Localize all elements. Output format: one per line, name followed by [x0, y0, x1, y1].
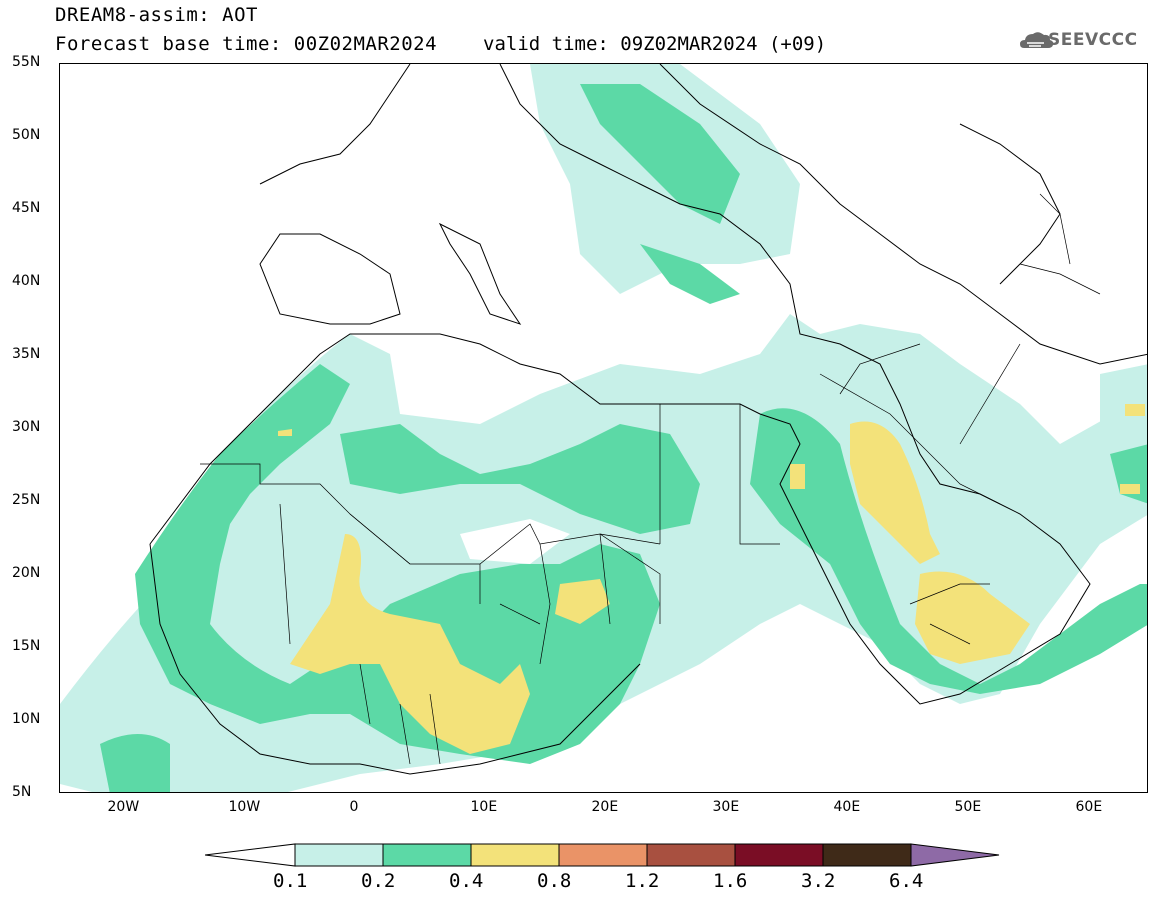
aot-map: [59, 63, 1148, 793]
lon-tick-label: 60E: [1075, 799, 1103, 815]
colorbar-level-label: 0.4: [449, 870, 484, 892]
colorbar-swatch: [470, 843, 560, 867]
lat-tick-label: 40N: [12, 273, 41, 289]
colorbar: [205, 843, 1000, 867]
lon-tick-label: 30E: [712, 799, 740, 815]
lat-tick-label: 20N: [12, 565, 41, 581]
cloud-icon: [1020, 32, 1054, 48]
lon-tick-label: 50E: [954, 799, 982, 815]
lon-tick-label: 20W: [107, 799, 140, 815]
colorbar-swatch: [294, 843, 384, 867]
lon-tick-label: 10E: [470, 799, 498, 815]
colorbar-swatch: [382, 843, 472, 867]
valid-time: valid time: 09Z02MAR2024 (+09): [483, 33, 827, 55]
lat-tick-label: 55N: [12, 54, 41, 70]
colorbar-level-label: 6.4: [889, 870, 924, 892]
colorbar-swatch: [646, 843, 736, 867]
aot-map-canvas: [60, 64, 1147, 792]
lat-tick-label: 10N: [12, 711, 41, 727]
lon-tick-label: 0: [349, 799, 359, 815]
colorbar-level-label: 3.2: [801, 870, 836, 892]
country-borders: [200, 193, 1101, 765]
map-title: DREAM8-assim: AOT: [55, 4, 258, 26]
lat-tick-label: 50N: [12, 127, 41, 143]
colorbar-level-label: 0.2: [361, 870, 396, 892]
aot-band-0.4: [278, 404, 1145, 754]
lat-tick-label: 25N: [12, 492, 41, 508]
logo-text: SEEVCCC: [1048, 30, 1138, 50]
lat-tick-label: 45N: [12, 200, 41, 216]
colorbar-swatch: [822, 843, 912, 867]
colorbar-level-label: 0.1: [273, 870, 308, 892]
lat-tick-label: 5N: [12, 784, 32, 800]
lat-tick-label: 35N: [12, 346, 41, 362]
lat-tick-label: 30N: [12, 419, 41, 435]
aot-band-0.2: [100, 84, 1147, 792]
lat-tick-label: 15N: [12, 638, 41, 654]
lon-tick-label: 10W: [228, 799, 261, 815]
colorbar-under-arrow: [205, 843, 296, 867]
colorbar-level-label: 1.6: [713, 870, 748, 892]
colorbar-over-arrow: [910, 843, 1000, 867]
colorbar-swatch: [734, 843, 824, 867]
colorbar-swatch: [558, 843, 648, 867]
colorbar-level-label: 1.2: [625, 870, 660, 892]
lon-tick-label: 40E: [833, 799, 861, 815]
forecast-base-time: Forecast base time: 00Z02MAR2024: [55, 33, 438, 55]
lon-tick-label: 20E: [591, 799, 619, 815]
colorbar-level-label: 0.8: [537, 870, 572, 892]
